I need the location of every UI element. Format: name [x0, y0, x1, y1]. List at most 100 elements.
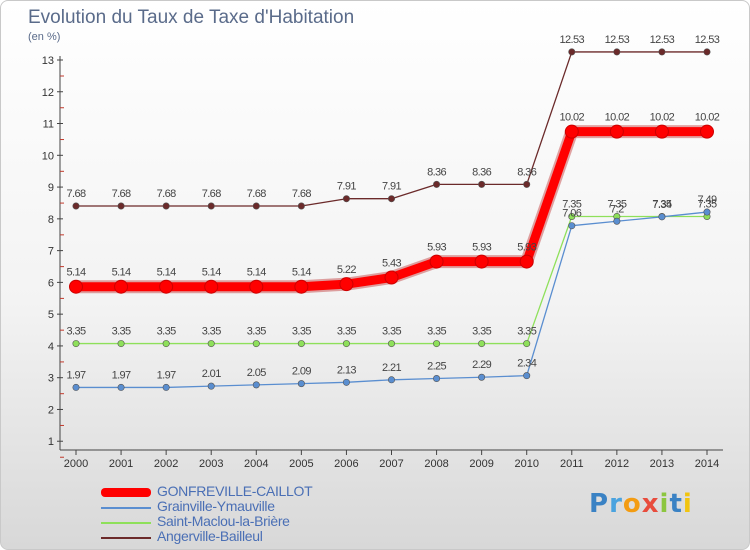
- data-point: [72, 383, 80, 391]
- data-point: [159, 279, 174, 294]
- data-label: 12.53: [560, 34, 585, 46]
- x-tick-label: 2011: [560, 458, 584, 470]
- data-label: 1.97: [157, 369, 176, 381]
- data-label: 5.14: [247, 267, 266, 279]
- data-point: [523, 372, 531, 380]
- data-label: 8.36: [517, 166, 536, 178]
- data-point: [294, 279, 309, 294]
- data-label: 7.35: [562, 198, 581, 210]
- data-point: [207, 202, 215, 210]
- legend-item-gonfreville[interactable]: GONFREVILLE-CAILLOT: [101, 483, 401, 500]
- data-point: [252, 202, 260, 210]
- data-label: 7.06: [562, 208, 581, 220]
- data-label: 3.35: [292, 326, 311, 338]
- x-tick-label: 2006: [334, 458, 358, 470]
- data-label: 5.22: [337, 264, 356, 276]
- data-label: 8.36: [427, 166, 446, 178]
- data-label: 2.21: [382, 362, 401, 374]
- data-point: [72, 340, 80, 348]
- legend-label-gonfreville: GONFREVILLE-CAILLOT: [157, 483, 313, 499]
- data-label: 3.35: [66, 326, 85, 338]
- data-point: [654, 124, 669, 139]
- legend: GONFREVILLE-CAILLOT Grainville-Ymauville…: [101, 483, 401, 545]
- y-tick-label: 3: [48, 373, 54, 385]
- data-label: 3.35: [382, 326, 401, 338]
- legend-label-grainville: Grainville-Ymauville: [157, 498, 275, 514]
- x-tick-label: 2000: [64, 458, 88, 470]
- data-label: 7.68: [202, 188, 221, 200]
- x-tick-label: 2001: [109, 458, 133, 470]
- data-label: 8.36: [472, 166, 491, 178]
- x-tick-label: 2008: [424, 458, 448, 470]
- data-point: [342, 378, 350, 386]
- y-tick-label: 2: [48, 404, 54, 416]
- data-label: 12.53: [605, 34, 630, 46]
- legend-item-angerville[interactable]: Angerville-Bailleul: [101, 528, 401, 545]
- data-label: 3.35: [337, 326, 356, 338]
- data-point: [703, 208, 711, 216]
- legend-label-angerville: Angerville-Bailleul: [157, 528, 263, 544]
- x-tick-label: 2013: [650, 458, 674, 470]
- data-point: [478, 373, 486, 381]
- data-label: 10.02: [560, 112, 585, 124]
- y-tick-label: 1: [48, 436, 54, 448]
- data-label: 12.53: [695, 34, 720, 46]
- data-point: [568, 48, 576, 56]
- data-point: [114, 279, 129, 294]
- legend-item-saint-maclou[interactable]: Saint-Maclou-la-Brière: [101, 513, 401, 530]
- legend-item-grainville[interactable]: Grainville-Ymauville: [101, 498, 401, 515]
- legend-swatch-saint-maclou: [101, 522, 151, 524]
- y-tick-label: 12: [42, 87, 54, 99]
- data-label: 5.14: [157, 267, 176, 279]
- y-tick-label: 8: [48, 214, 54, 226]
- data-point: [387, 195, 395, 203]
- data-label: 2.05: [247, 367, 266, 379]
- data-label: 7.35: [697, 198, 716, 210]
- data-label: 7.68: [66, 188, 85, 200]
- data-point: [519, 254, 534, 269]
- data-point: [564, 124, 579, 139]
- data-label: 3.35: [202, 326, 221, 338]
- data-label: 7.68: [112, 188, 131, 200]
- data-point: [433, 375, 441, 383]
- data-label: 2.29: [472, 359, 491, 371]
- data-point: [297, 340, 305, 348]
- data-point: [523, 180, 531, 188]
- data-label: 7.68: [292, 188, 311, 200]
- data-point: [162, 383, 170, 391]
- data-point: [207, 340, 215, 348]
- data-label: 7.35: [652, 198, 671, 210]
- y-tick-label: 13: [42, 55, 54, 67]
- data-point: [478, 340, 486, 348]
- data-label: 5.14: [66, 267, 85, 279]
- legend-swatch-gonfreville: [101, 488, 151, 497]
- legend-swatch-angerville: [101, 537, 151, 539]
- data-label: 7.91: [337, 181, 356, 193]
- data-label: 3.35: [517, 326, 536, 338]
- data-point: [523, 340, 531, 348]
- data-point: [433, 340, 441, 348]
- data-point: [249, 279, 264, 294]
- data-point: [613, 217, 621, 225]
- data-label: 7.68: [157, 188, 176, 200]
- data-point: [117, 340, 125, 348]
- data-label: 3.35: [427, 326, 446, 338]
- y-tick-label: 5: [48, 309, 54, 321]
- data-label: 7.2: [610, 203, 624, 215]
- legend-swatch-grainville: [101, 507, 151, 509]
- y-tick-label: 9: [48, 182, 54, 194]
- data-label: 12.53: [650, 34, 675, 46]
- data-point: [384, 270, 399, 285]
- data-point: [613, 48, 621, 56]
- chart-title: Evolution du Taux de Taxe d'Habitation: [28, 7, 355, 28]
- data-label: 7.34: [652, 199, 671, 211]
- data-label: 2.01: [202, 368, 221, 380]
- chart-unit: (en %): [28, 31, 61, 43]
- data-label: 10.02: [650, 112, 675, 124]
- x-tick-label: 2014: [695, 458, 719, 470]
- data-point: [342, 195, 350, 203]
- data-point: [568, 222, 576, 230]
- data-point: [162, 202, 170, 210]
